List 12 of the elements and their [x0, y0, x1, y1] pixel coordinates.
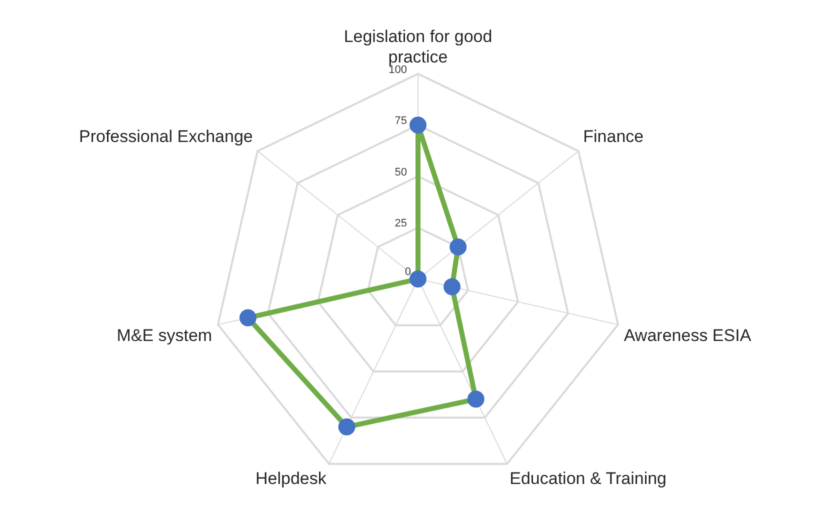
spoke-label: Helpdesk [255, 469, 327, 488]
spoke-label: M&E system [116, 326, 212, 345]
spoke-label: Legislation for good practice [344, 26, 492, 66]
spoke-label: Awareness ESIA [624, 326, 752, 345]
spoke-label: Professional Exchange [78, 126, 253, 146]
y-tick-label: 25 [394, 218, 407, 230]
spoke-label: Finance [583, 126, 644, 146]
y-tick-label: 100 [388, 64, 407, 76]
spoke-label: Education & Training [510, 469, 667, 488]
y-tick-label: 75 [394, 115, 407, 128]
y-tick-label: 0 [404, 266, 411, 278]
y-tick-label: 50 [394, 166, 407, 178]
